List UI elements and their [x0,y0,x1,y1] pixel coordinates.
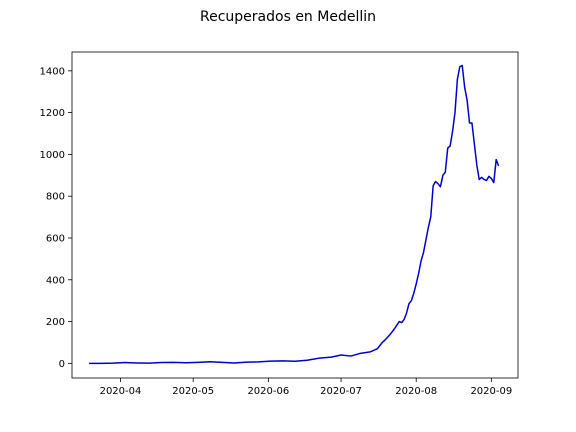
x-tick-label: 2020-09 [470,386,512,397]
y-tick-label: 1200 [40,108,65,119]
y-tick-label: 200 [46,317,65,328]
series-line-0 [88,64,500,365]
x-axis: 2020-04 2020-05 2020-06 2020-07 2020-08 2020-… [100,378,512,397]
plot-area-frame [71,51,519,379]
y-tick-label: 600 [46,233,65,244]
y-tick-label: 1400 [40,66,65,77]
y-tick-label: 800 [46,192,65,203]
x-tick-label: 2020-07 [320,386,362,397]
x-tick-label: 2020-06 [247,386,289,397]
y-axis: 0 200 400 600 800 1000 1200 1400 [40,66,72,370]
x-tick-label: 2020-04 [100,386,142,397]
x-tick-label: 2020-05 [172,386,214,397]
y-tick-label: 400 [46,275,65,286]
series-layer [88,64,500,365]
y-tick-label: 1000 [40,150,65,161]
x-tick-label: 2020-08 [395,386,437,397]
chart-title: Recuperados en Medellin [200,9,376,25]
y-tick-label: 0 [59,359,65,370]
